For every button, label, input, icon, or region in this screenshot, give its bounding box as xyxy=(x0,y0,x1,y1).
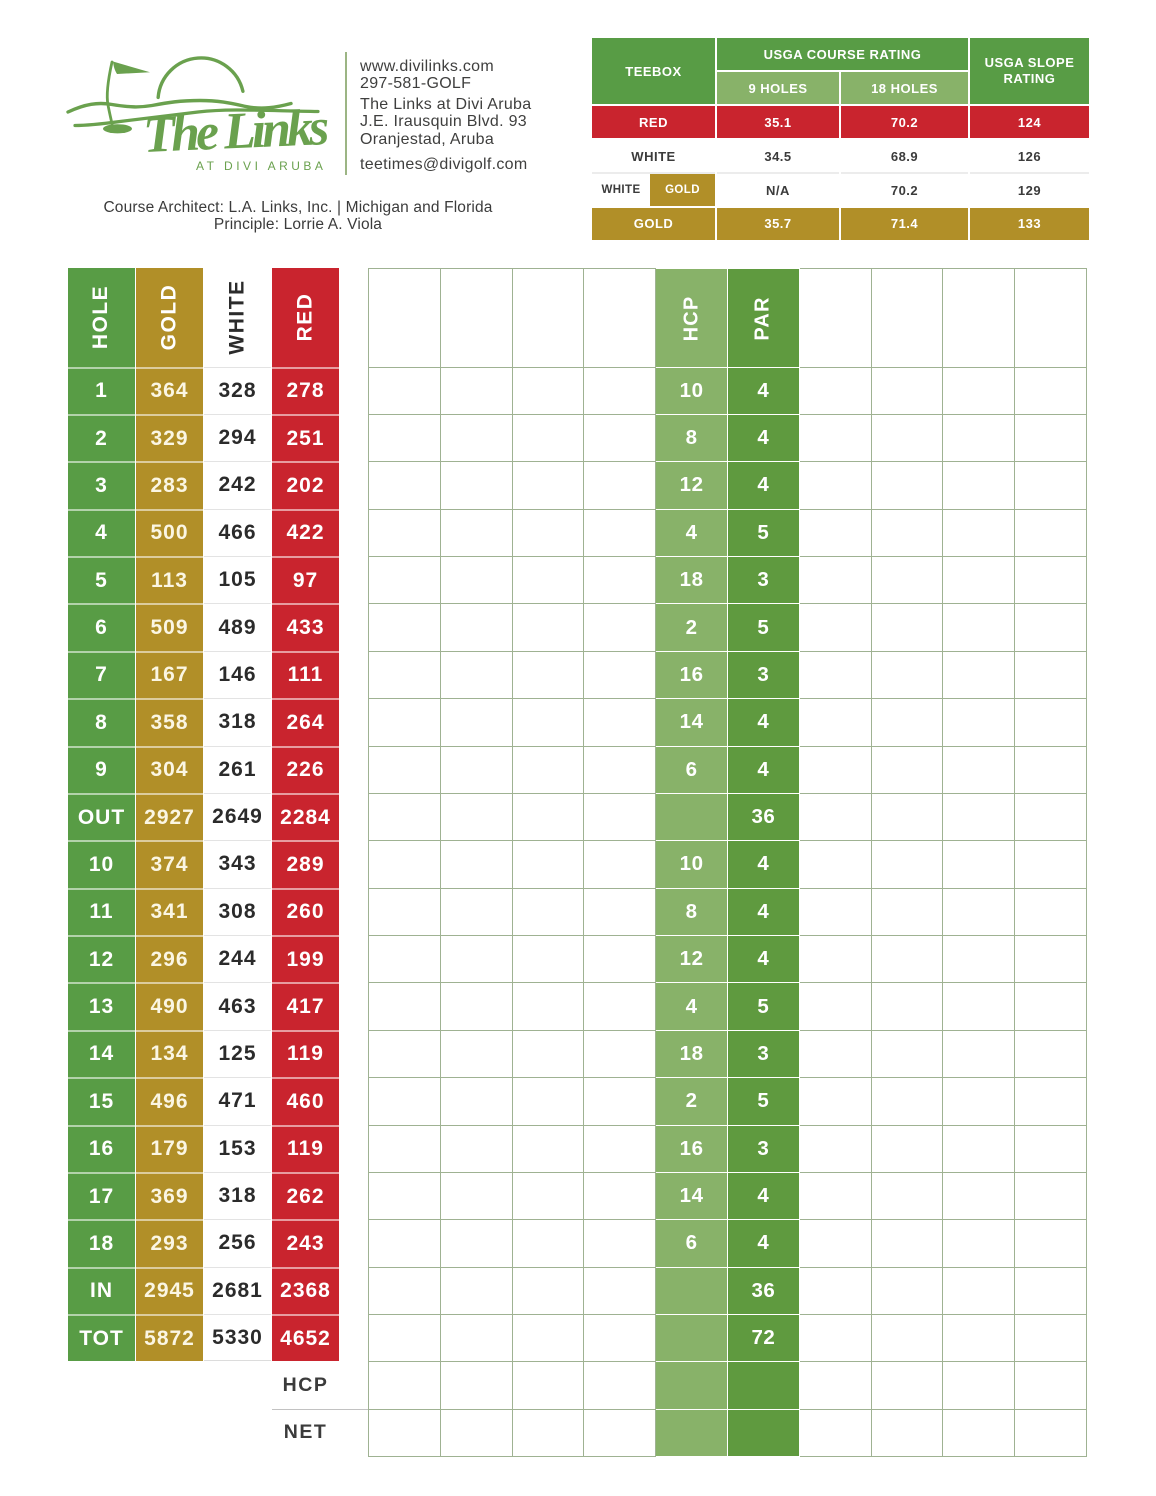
svg-text:The Links: The Links xyxy=(142,99,330,164)
svg-text:AT DIVI ARUBA: AT DIVI ARUBA xyxy=(196,159,326,173)
